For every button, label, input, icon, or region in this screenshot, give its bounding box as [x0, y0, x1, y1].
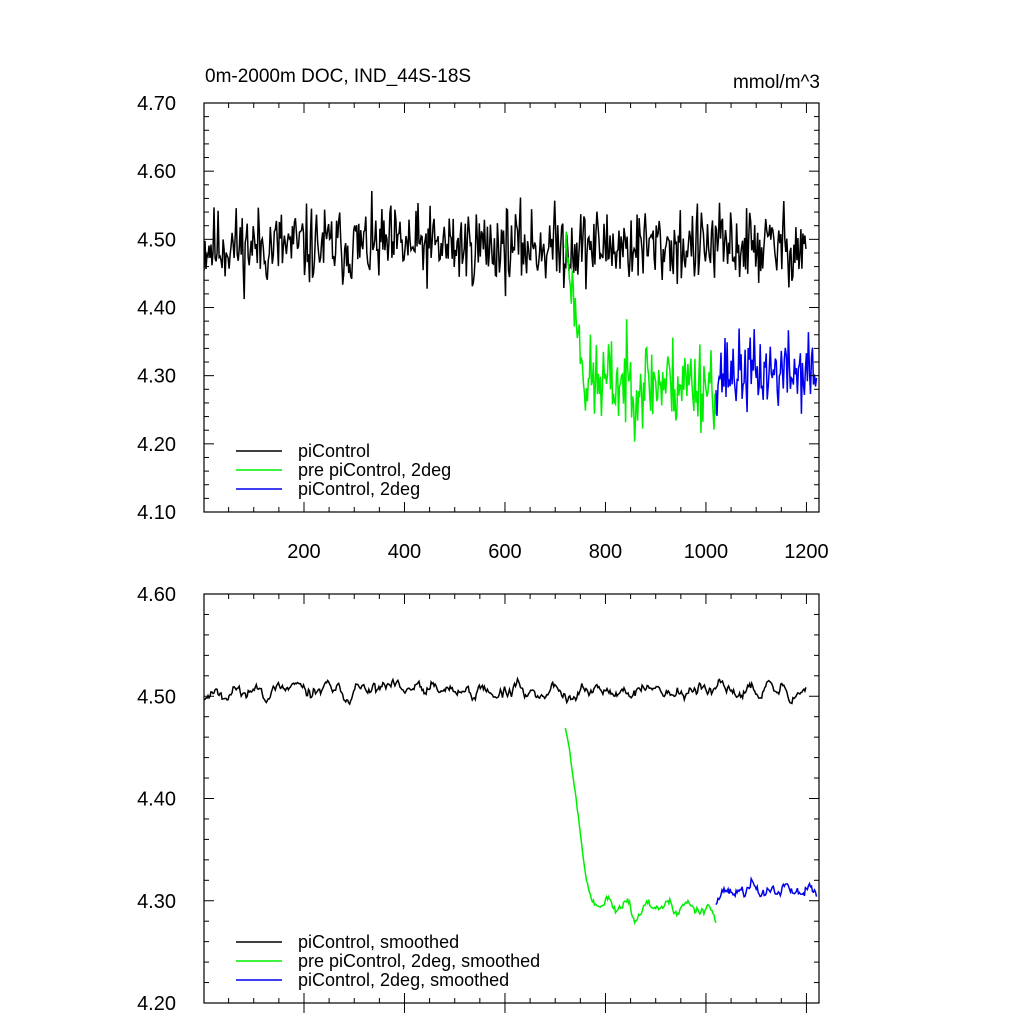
series-line-1	[564, 727, 717, 926]
legend-label-1: pre piControl, 2deg	[298, 460, 451, 480]
y-tick-label: 4.50	[137, 229, 176, 251]
top-panel: 0m-2000m DOC, IND_44S-18S mmol/m^3 200 40…	[137, 66, 829, 563]
y-tick-label: 4.30	[137, 366, 176, 388]
y-tick-label: 4.60	[137, 161, 176, 183]
series-line-2	[715, 328, 818, 417]
plot-frame	[203, 593, 820, 1004]
axis-layer: 200 400 600 800 1000 1200 4.10 4.20 4.30 4.40 4.50…	[137, 93, 829, 563]
y-tick-label: 4.40	[137, 789, 176, 811]
y-tick-label: 4.60	[137, 584, 176, 606]
legend-label-1: pre piControl, 2deg, smoothed	[298, 951, 540, 971]
series-line-0	[204, 190, 807, 300]
x-tick-label: 1000	[684, 541, 729, 563]
series-line-1	[564, 231, 717, 442]
x-tick-label: 600	[488, 541, 521, 563]
bottom-panel: 4.20 4.30 4.40 4.50 4.60 piControl, smoothed…	[137, 584, 820, 1015]
legend-label-0: piControl, smoothed	[298, 932, 459, 952]
y-tick-label: 4.70	[137, 93, 176, 115]
y-tick-label: 4.30	[137, 891, 176, 913]
y-tick-label: 4.20	[137, 434, 176, 456]
x-tick-label: 1200	[784, 541, 829, 563]
chart-title: 0m-2000m DOC, IND_44S-18S	[205, 66, 471, 87]
y-tick-label: 4.50	[137, 686, 176, 708]
series-line-2	[715, 876, 818, 905]
legend-label-2: piControl, 2deg	[298, 479, 420, 499]
y-tick-label: 4.10	[137, 502, 176, 524]
y-tick-label: 4.40	[137, 298, 176, 320]
chart-units: mmol/m^3	[733, 72, 820, 93]
x-tick-label: 400	[388, 541, 421, 563]
y-tick-label: 4.20	[137, 993, 176, 1015]
legend-label-2: piControl, 2deg, smoothed	[298, 970, 509, 990]
x-tick-label: 800	[589, 541, 622, 563]
series-layer	[204, 676, 818, 926]
legend-label-0: piControl	[298, 441, 370, 461]
axis-layer: 4.20 4.30 4.40 4.50 4.60	[137, 584, 820, 1015]
series-layer	[204, 190, 818, 442]
plot-frame	[203, 102, 820, 513]
series-line-0	[204, 676, 807, 706]
x-tick-label: 200	[287, 541, 320, 563]
